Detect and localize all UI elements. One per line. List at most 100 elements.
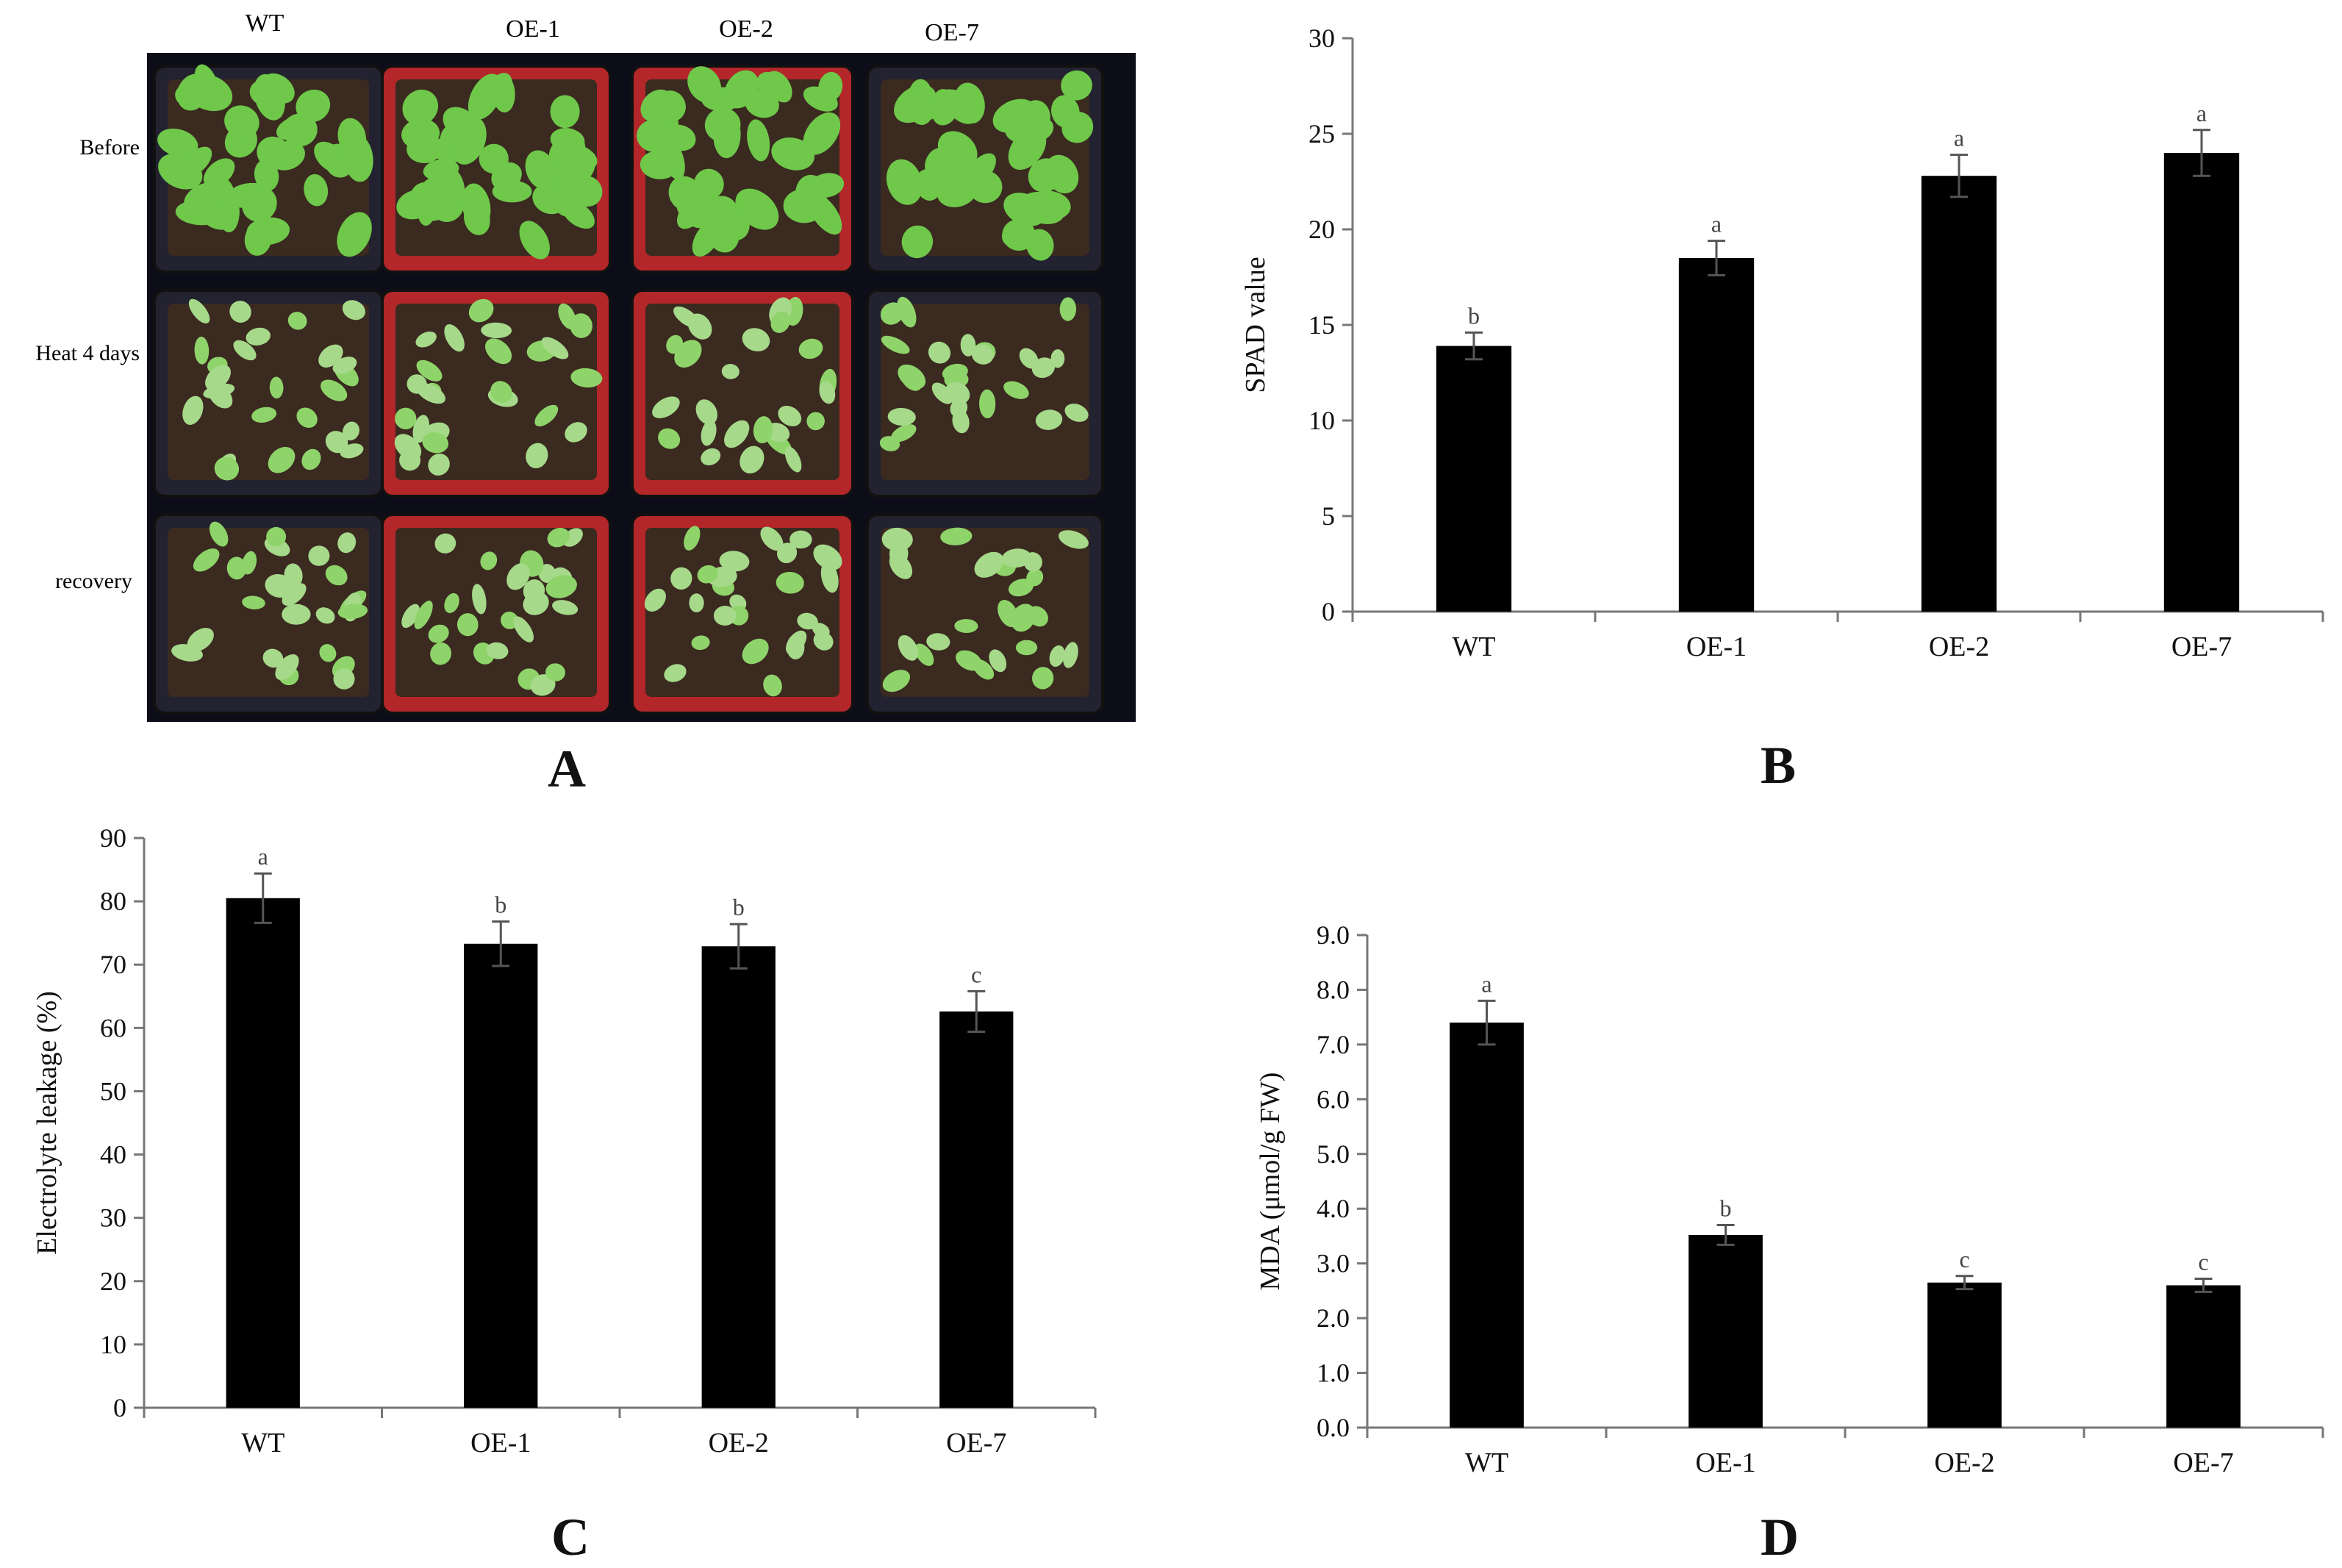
chart-panel-b: 0 5 10 15 20 25 30 SPAD value b WT a OE-1 a OE-2 a OE-7… [1176, 0, 2342, 809]
leaf [443, 107, 479, 141]
panel-letter-c: C [551, 1508, 590, 1567]
leaf [416, 359, 443, 382]
leaf [973, 659, 995, 680]
leaf [937, 131, 978, 169]
photo-col-label: WT [246, 10, 284, 37]
leaf [813, 631, 834, 651]
leaf [763, 674, 782, 697]
leaf [492, 74, 515, 113]
y-axis-label: SPAD value [1240, 257, 1271, 393]
leaf [745, 330, 764, 347]
y-tick-label: 15 [1308, 310, 1335, 340]
y-tick-label: 20 [100, 1267, 126, 1296]
leaf [570, 368, 603, 388]
leaf [282, 583, 307, 606]
leaf [287, 312, 307, 330]
leaf [246, 327, 271, 346]
photo-panel-a: WT OE-1 OE-2 OE-7 Before Heat 4 days rec… [0, 0, 1147, 798]
y-tick-label: 7.0 [1317, 1030, 1350, 1059]
leaf [644, 588, 666, 612]
leaf [242, 551, 257, 575]
mda-bar-chart: 0.0 1.0 2.0 3.0 4.0 5.0 6.0 7.0 8.0 9.0 MDA (μmol/… [1255, 920, 2324, 1478]
leaf [409, 182, 448, 221]
bar [1436, 346, 1512, 612]
leaf [545, 663, 565, 681]
leaf [224, 105, 259, 138]
leaf [1061, 70, 1092, 101]
bar [464, 943, 538, 1408]
leaf [547, 527, 570, 548]
leaf [640, 89, 673, 122]
leaf [481, 322, 512, 339]
leaf [931, 382, 953, 404]
leaf [282, 604, 311, 625]
leaf [797, 612, 818, 630]
leaf [724, 70, 759, 109]
leaf [812, 623, 830, 637]
leaf [171, 644, 203, 662]
leaf [414, 601, 433, 629]
leaf [265, 573, 293, 598]
leaf [1002, 218, 1036, 251]
x-tick-label: OE-7 [946, 1428, 1006, 1458]
leaf [226, 556, 247, 580]
significance-label: b [495, 892, 506, 918]
x-tick-label: OE-7 [2173, 1447, 2233, 1478]
leaf [989, 649, 1007, 673]
leaf [304, 173, 329, 207]
leaf [674, 340, 702, 368]
leaf [747, 119, 770, 162]
leaf [246, 217, 290, 246]
x-tick-label: OE-1 [1695, 1447, 1755, 1478]
leaf [687, 313, 712, 340]
chart-panel-c: 0 10 20 30 40 50 60 70 80 90 Electrolyte leakage (… [0, 809, 1161, 1567]
leaf [203, 158, 235, 188]
y-tick-label: 90 [100, 823, 126, 853]
leaf [701, 420, 717, 446]
leaf [798, 338, 823, 359]
leaf [664, 664, 687, 682]
leaf [541, 337, 569, 359]
leaf [897, 296, 917, 328]
panel-letter-b: B [1761, 736, 1797, 795]
leaf [513, 616, 534, 642]
y-tick-label: 80 [100, 887, 126, 916]
plant-photo: WT OE-1 OE-2 OE-7 Before Heat 4 days rec… [35, 10, 1136, 722]
leaf [214, 457, 240, 481]
leaf [1001, 548, 1032, 568]
soil [168, 304, 369, 480]
x-tick-label: OE-1 [470, 1428, 531, 1458]
leaf [314, 141, 348, 173]
leaf [806, 412, 825, 431]
significance-label: a [1954, 125, 1964, 151]
leaf [818, 71, 843, 102]
x-tick-label: WT [1465, 1447, 1508, 1478]
x-tick-label: OE-2 [1929, 631, 1989, 662]
x-tick-label: WT [1452, 631, 1495, 662]
x-tick-label: OE-2 [1934, 1447, 1994, 1478]
leaf [262, 648, 284, 668]
leaf [209, 521, 229, 547]
leaf [519, 221, 550, 259]
leaf [881, 335, 910, 354]
leaf [954, 619, 978, 634]
leaf [193, 548, 220, 572]
leaf [891, 424, 917, 443]
leaf [640, 150, 679, 179]
panel-letter-a: A [548, 740, 586, 798]
leaf [697, 565, 718, 584]
soil [168, 528, 369, 697]
leaf [1059, 297, 1077, 321]
leaf [1049, 645, 1065, 667]
leaf [188, 298, 210, 324]
y-tick-label: 3.0 [1317, 1249, 1350, 1278]
spad-bar-chart: 0 5 10 15 20 25 30 SPAD value b WT a OE-1 a OE-2 a OE-7 [1240, 24, 2324, 662]
leaf [325, 565, 348, 586]
leaf [428, 624, 449, 643]
leaf [249, 79, 285, 107]
leaf [187, 628, 214, 652]
bar [2166, 1285, 2241, 1428]
leaf [320, 379, 348, 401]
leaf [251, 407, 277, 423]
photo-col-label: OE-1 [506, 15, 560, 43]
